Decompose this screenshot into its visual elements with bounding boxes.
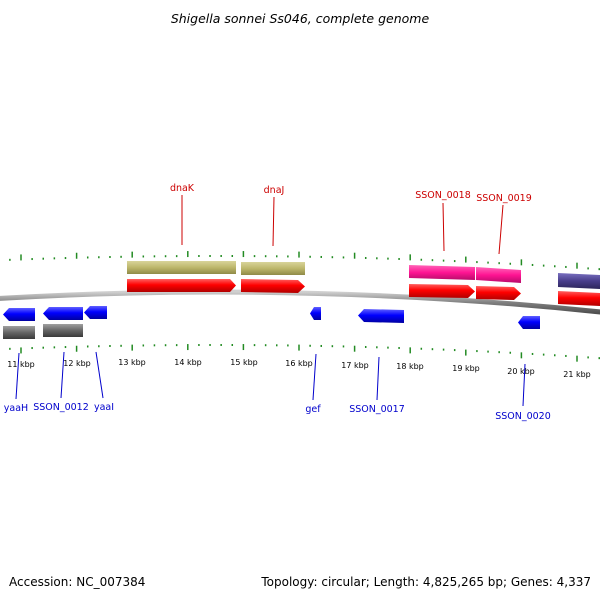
gene-label-SSON_0012[interactable]: SSON_0012 — [33, 402, 89, 413]
scale-label: 14 kbp — [174, 358, 202, 367]
leader-SSON_0018 — [442, 202, 445, 252]
gene-label-SSON_0020[interactable]: SSON_0020 — [495, 411, 551, 422]
cds-arrow-yaaH[interactable] — [3, 308, 35, 321]
gene-feature-SSON_0019[interactable] — [476, 267, 521, 283]
gene-label-dnaJ[interactable]: dnaJ — [264, 185, 285, 196]
gene-label-dnaK[interactable]: dnaK — [170, 183, 195, 194]
forward-gene-labels: dnaK dnaJ SSON_0018 SSON_0019 — [170, 183, 532, 204]
cds-arrow-dnaJ[interactable] — [241, 279, 305, 293]
gene-feature-dnaK[interactable] — [127, 261, 236, 274]
forward-tick-marks — [9, 251, 600, 271]
map-title: Shigella sonnei Ss046, complete genome — [171, 11, 430, 26]
gene-feature-SSON_0012[interactable] — [43, 324, 83, 337]
leader-SSON_0019 — [498, 204, 504, 255]
cds-arrow-SSON_0019[interactable] — [476, 286, 521, 300]
reverse-gene-features — [3, 324, 83, 339]
scale-label: 19 kbp — [452, 364, 480, 373]
scale-labels: 11 kbp 12 kbp 13 kbp 14 kbp 15 kbp 16 kb… — [7, 358, 591, 379]
reverse-label-leaders — [15, 351, 526, 407]
gene-label-SSON_0019[interactable]: SSON_0019 — [476, 193, 532, 204]
leader-SSON_0020 — [522, 363, 526, 407]
leader-yaaI — [95, 351, 104, 399]
leader-yaaH — [15, 352, 20, 400]
reverse-tick-marks — [9, 343, 600, 362]
cds-arrow-SSON_0018[interactable] — [409, 284, 475, 298]
scale-label: 16 kbp — [285, 359, 313, 368]
accession-text: Accession: NC_007384 — [9, 575, 145, 589]
leader-gef — [312, 353, 317, 401]
leader-SSON_0012 — [60, 351, 65, 399]
gene-feature-yaaH[interactable] — [3, 326, 35, 339]
forward-cds-arrows — [127, 279, 600, 306]
scale-label: 18 kbp — [396, 362, 424, 371]
gene-label-SSON_0017[interactable]: SSON_0017 — [349, 404, 405, 415]
cds-arrow-yaaI[interactable] — [84, 306, 107, 319]
reverse-gene-labels: yaaH SSON_0012 yaaI gef SSON_0017 SSON_0… — [4, 402, 551, 422]
cds-arrow-gef[interactable] — [310, 307, 321, 320]
gene-feature-SSON_0018[interactable] — [409, 265, 475, 280]
scale-label: 11 kbp — [7, 360, 35, 369]
scale-label: 15 kbp — [230, 358, 258, 367]
leader-SSON_0017 — [376, 356, 380, 401]
reverse-cds-arrows — [3, 306, 540, 329]
gene-label-yaaI[interactable]: yaaI — [94, 402, 114, 413]
leader-dnaJ — [272, 196, 275, 247]
forward-gene-features — [127, 261, 600, 289]
scale-label: 21 kbp — [563, 370, 591, 379]
forward-label-leaders — [181, 195, 504, 255]
cds-arrow-SSON_0020[interactable] — [518, 316, 540, 329]
cds-arrow-SSON_0012[interactable] — [43, 307, 83, 320]
gene-label-yaaH[interactable]: yaaH — [4, 403, 28, 414]
gene-label-gef[interactable]: gef — [305, 404, 321, 415]
scale-label: 13 kbp — [118, 358, 146, 367]
genome-backbone — [0, 289, 600, 315]
scale-label: 12 kbp — [63, 359, 91, 368]
gene-feature-purple[interactable] — [558, 273, 600, 289]
scale-label: 17 kbp — [341, 361, 369, 370]
cds-arrow-dnaK[interactable] — [127, 279, 236, 292]
scale-label: 20 kbp — [507, 367, 535, 376]
gene-label-SSON_0018[interactable]: SSON_0018 — [415, 190, 471, 201]
cds-arrow-next[interactable] — [558, 291, 600, 306]
gene-feature-dnaJ[interactable] — [241, 262, 305, 275]
topology-text: Topology: circular; Length: 4,825,265 bp… — [260, 575, 591, 589]
cds-arrow-SSON_0017[interactable] — [358, 309, 404, 323]
